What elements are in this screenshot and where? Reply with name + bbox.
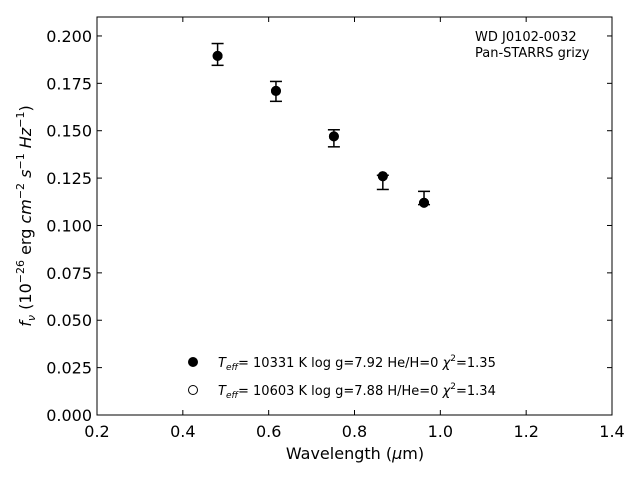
- y-axis-ticks: 0.000 0.025 0.050 0.075 0.100 0.125 0.150 0.175…: [46, 27, 612, 425]
- legend-label: Teff= 10603 K log g=7.88 H/He=0 χ2=1.34: [218, 382, 496, 401]
- y-tick-label: 0.000: [46, 406, 92, 425]
- legend-marker: [188, 357, 198, 367]
- model-point-h: [212, 50, 223, 61]
- x-tick-label: 1.0: [428, 422, 453, 441]
- y-tick-label: 0.125: [46, 169, 92, 188]
- model-point-h: [377, 171, 388, 182]
- legend: Teff= 10331 K log g=7.92 He/H=0 χ2=1.35 T…: [188, 354, 496, 401]
- y-tick-label: 0.100: [46, 216, 92, 235]
- data-marks: [211, 42, 431, 208]
- model-point-h: [270, 85, 281, 96]
- model-point-h: [328, 131, 339, 142]
- x-axis-label: Wavelength (μm): [286, 444, 424, 463]
- x-axis-ticks: 0.2 0.4 0.6 0.8 1.0 1.2 1.4: [84, 17, 625, 441]
- x-tick-label: 1.2: [513, 422, 538, 441]
- model-point-h: [419, 197, 430, 208]
- annotation-line-1: WD J0102-0032: [475, 30, 577, 45]
- legend-marker: [188, 385, 198, 395]
- x-tick-label: 0.6: [256, 422, 281, 441]
- y-tick-label: 0.200: [46, 27, 92, 46]
- x-tick-label: 0.8: [342, 422, 367, 441]
- x-tick-label: 1.4: [599, 422, 624, 441]
- y-tick-label: 0.050: [46, 311, 92, 330]
- x-tick-label: 0.2: [84, 422, 109, 441]
- legend-label: Teff= 10331 K log g=7.92 He/H=0 χ2=1.35: [218, 354, 496, 373]
- y-tick-label: 0.150: [46, 122, 92, 141]
- annotation-line-2: Pan-STARRS grizy: [475, 46, 590, 61]
- plot-area: [96, 16, 613, 416]
- y-axis-label: fν (10−26 erg cm−2 s−1 Hz−1): [14, 105, 38, 326]
- y-tick-label: 0.075: [46, 264, 92, 283]
- y-tick-label: 0.025: [46, 359, 92, 378]
- y-tick-label: 0.175: [46, 74, 92, 93]
- x-tick-label: 0.4: [170, 422, 195, 441]
